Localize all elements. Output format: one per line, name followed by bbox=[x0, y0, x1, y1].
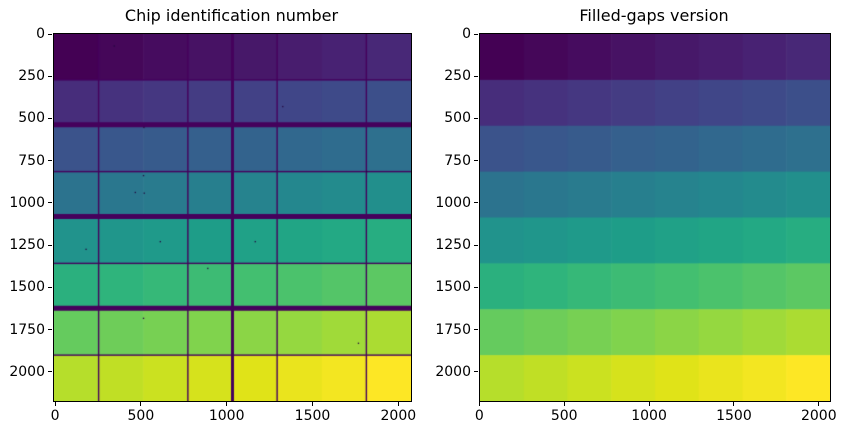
y-tick-label: 250 bbox=[18, 68, 45, 85]
y-tick-label: 1000 bbox=[9, 194, 45, 211]
y-tick-mark bbox=[48, 160, 52, 162]
y-tick-mark bbox=[474, 202, 478, 204]
x-tick-label: 1000 bbox=[631, 408, 667, 424]
y-tick-mark bbox=[48, 202, 52, 204]
y-tick-mark bbox=[48, 329, 52, 331]
x-tick-label: 0 bbox=[50, 408, 60, 424]
y-tick-mark bbox=[474, 286, 478, 288]
x-tick-mark bbox=[397, 402, 399, 406]
y-tick-label: 250 bbox=[444, 68, 471, 85]
x-tick-label: 500 bbox=[550, 408, 578, 424]
y-tick-mark bbox=[474, 75, 478, 77]
y-tick-mark bbox=[48, 33, 52, 35]
y-tick-label: 1750 bbox=[435, 321, 471, 338]
left-heatmap-axes bbox=[53, 33, 412, 402]
left-plot-title: Chip identification number bbox=[124, 6, 339, 25]
y-tick-mark bbox=[48, 371, 52, 373]
right-heatmap-axes bbox=[479, 33, 831, 402]
y-tick-label: 750 bbox=[444, 152, 471, 169]
x-tick-label: 2000 bbox=[800, 408, 837, 424]
y-tick-mark bbox=[474, 160, 478, 162]
y-tick-label: 0 bbox=[36, 26, 45, 42]
x-tick-label: 1500 bbox=[294, 408, 331, 424]
y-tick-label: 2000 bbox=[435, 363, 471, 380]
y-tick-mark bbox=[474, 33, 478, 35]
x-tick-mark bbox=[733, 402, 735, 406]
x-tick-mark bbox=[478, 402, 480, 406]
y-tick-mark bbox=[48, 286, 52, 288]
y-tick-label: 1250 bbox=[9, 237, 45, 254]
x-tick-mark bbox=[818, 402, 820, 406]
y-tick-label: 500 bbox=[444, 110, 471, 127]
y-tick-mark bbox=[48, 75, 52, 77]
right-heatmap-image bbox=[480, 34, 830, 401]
y-tick-label: 1000 bbox=[435, 194, 471, 211]
x-tick-label: 1500 bbox=[716, 408, 752, 424]
y-tick-label: 2000 bbox=[9, 363, 45, 380]
y-tick-mark bbox=[474, 371, 478, 373]
x-tick-label: 0 bbox=[474, 408, 484, 424]
right-plot-title: Filled-gaps version bbox=[579, 6, 729, 25]
y-tick-label: 0 bbox=[462, 26, 471, 42]
left-heatmap-image bbox=[54, 34, 411, 401]
x-tick-mark bbox=[648, 402, 650, 406]
x-tick-label: 2000 bbox=[380, 408, 417, 424]
y-tick-mark bbox=[48, 117, 52, 119]
y-tick-label: 1750 bbox=[9, 321, 45, 338]
y-tick-mark bbox=[474, 117, 478, 119]
x-tick-mark bbox=[54, 402, 56, 406]
x-tick-label: 500 bbox=[127, 408, 155, 424]
y-tick-label: 1500 bbox=[9, 279, 45, 296]
y-tick-mark bbox=[474, 244, 478, 246]
x-tick-mark bbox=[226, 402, 228, 406]
y-tick-label: 500 bbox=[18, 110, 45, 127]
y-tick-mark bbox=[474, 329, 478, 331]
y-tick-mark bbox=[48, 244, 52, 246]
x-tick-mark bbox=[140, 402, 142, 406]
x-tick-mark bbox=[563, 402, 565, 406]
x-tick-label: 1000 bbox=[208, 408, 245, 424]
x-tick-mark bbox=[312, 402, 313, 406]
y-tick-label: 1250 bbox=[435, 237, 471, 254]
y-tick-label: 1500 bbox=[435, 279, 471, 296]
y-tick-label: 750 bbox=[18, 152, 45, 169]
